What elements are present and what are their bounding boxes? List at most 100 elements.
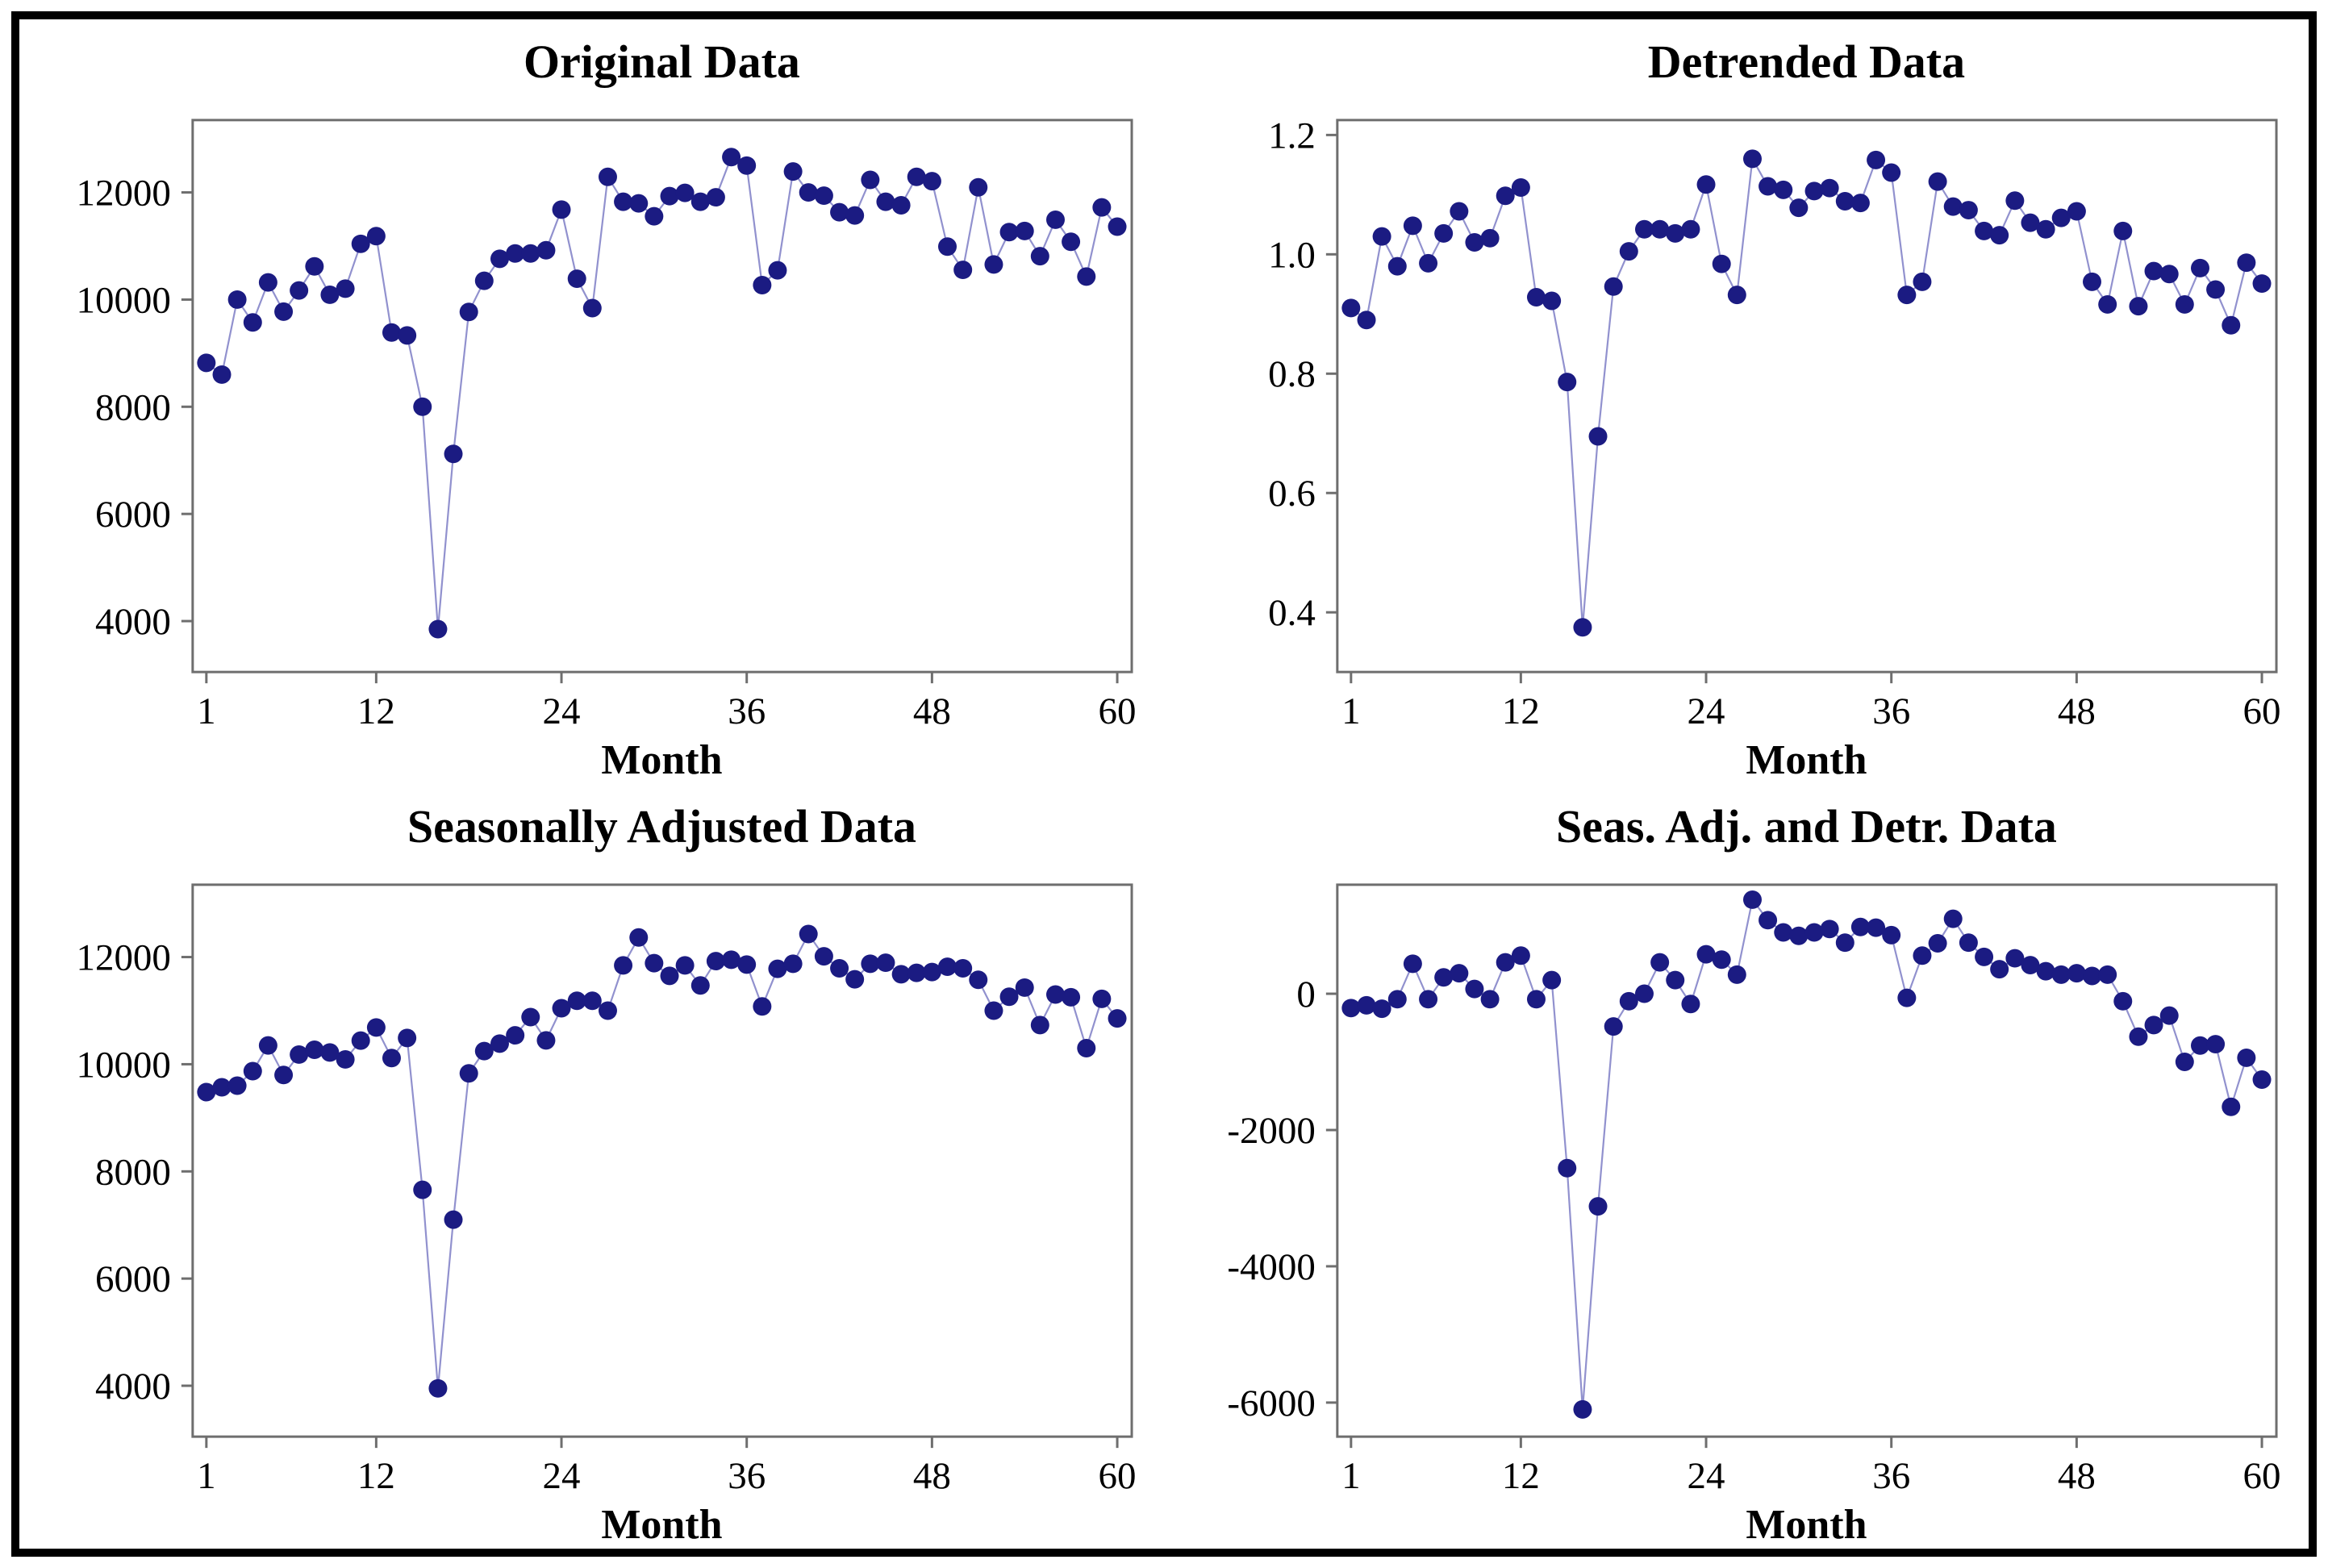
data-point bbox=[1419, 253, 1438, 273]
data-point bbox=[1357, 995, 1376, 1015]
data-point bbox=[1372, 227, 1391, 246]
panel-seasonally-adjusted-data: 4000 6000 8000 10000 12000 1 12 24 36 48 60 Seasona… bbox=[19, 784, 1164, 1549]
x-tick-label: 12 bbox=[1502, 1455, 1540, 1497]
data-point bbox=[2191, 258, 2209, 277]
data-point bbox=[444, 1210, 463, 1229]
data-point bbox=[428, 619, 448, 639]
data-point bbox=[1480, 228, 1500, 248]
data-point bbox=[614, 956, 633, 975]
y-tick-label: 6000 bbox=[95, 494, 171, 536]
y-tick-label: 8000 bbox=[95, 1151, 171, 1193]
data-point bbox=[243, 313, 262, 332]
data-point bbox=[2175, 294, 2194, 314]
data-point bbox=[1789, 198, 1809, 218]
chart-title: Seas. Adj. and Detr. Data bbox=[1556, 800, 2057, 853]
data-point bbox=[2252, 1070, 2272, 1090]
data-point bbox=[1403, 216, 1422, 236]
data-point bbox=[1558, 373, 1577, 392]
data-point bbox=[1015, 978, 1034, 997]
data-point bbox=[2036, 219, 2055, 239]
data-point bbox=[1913, 272, 1932, 291]
data-point bbox=[1820, 178, 1839, 198]
data-point bbox=[1804, 181, 1824, 201]
data-point bbox=[1650, 953, 1670, 972]
data-point bbox=[459, 1064, 478, 1083]
data-point bbox=[1928, 934, 1947, 953]
data-point bbox=[722, 950, 741, 970]
data-point bbox=[1882, 163, 1901, 182]
data-point bbox=[1604, 277, 1623, 296]
chart-title: Seasonally Adjusted Data bbox=[407, 800, 916, 853]
data-point bbox=[1588, 1197, 1608, 1216]
data-point bbox=[876, 192, 895, 211]
x-tick-label: 48 bbox=[2058, 1455, 2096, 1497]
data-point bbox=[1959, 201, 1978, 220]
data-point bbox=[2113, 221, 2133, 240]
data-point bbox=[1897, 286, 1917, 305]
data-point bbox=[1650, 219, 1670, 239]
data-point bbox=[2237, 253, 2256, 273]
data-point bbox=[258, 273, 277, 292]
y-tick-label: 0.4 bbox=[1268, 592, 1316, 634]
data-point bbox=[552, 200, 571, 219]
y-tick-label: 0 bbox=[1296, 974, 1315, 1015]
data-point bbox=[1666, 970, 1685, 990]
data-point bbox=[1108, 1009, 1127, 1028]
data-point bbox=[2252, 274, 2272, 294]
data-point bbox=[1419, 990, 1438, 1009]
data-point bbox=[1913, 946, 1932, 965]
data-point bbox=[536, 1031, 556, 1050]
data-point bbox=[922, 172, 941, 191]
data-point bbox=[521, 244, 540, 263]
data-point bbox=[1943, 197, 1963, 216]
series-line bbox=[1350, 897, 2263, 1410]
data-point bbox=[1666, 223, 1685, 243]
data-point bbox=[1759, 177, 1778, 196]
data-point bbox=[2144, 1015, 2163, 1035]
panel-detrended-data: 0.4 0.6 0.8 1.0 1.2 1 12 24 36 48 60 Detrended Data… bbox=[1164, 19, 2309, 784]
data-point bbox=[2082, 966, 2101, 986]
data-point bbox=[212, 1078, 232, 1097]
data-point bbox=[2159, 265, 2179, 284]
data-point bbox=[1511, 177, 1530, 197]
data-point bbox=[2051, 965, 2071, 984]
data-point bbox=[999, 223, 1019, 242]
data-point bbox=[722, 148, 741, 167]
data-point bbox=[768, 261, 787, 280]
data-point bbox=[382, 1049, 401, 1068]
data-point bbox=[1015, 221, 1034, 240]
data-point bbox=[861, 954, 880, 974]
data-point bbox=[1077, 1038, 1096, 1057]
x-tick-label: 36 bbox=[728, 1455, 766, 1497]
data-point bbox=[645, 953, 664, 973]
data-point bbox=[1030, 1015, 1049, 1035]
data-point bbox=[366, 1018, 386, 1037]
data-point bbox=[490, 1034, 509, 1053]
y-tick-label: 12000 bbox=[77, 937, 171, 979]
data-point bbox=[1975, 947, 1994, 966]
data-point bbox=[799, 183, 818, 202]
data-point bbox=[1634, 219, 1654, 239]
data-point bbox=[274, 302, 294, 321]
x-tick-label: 60 bbox=[2243, 1455, 2281, 1497]
data-point bbox=[2098, 965, 2117, 984]
data-point bbox=[413, 397, 432, 416]
data-point bbox=[1882, 925, 1901, 945]
data-point bbox=[1820, 920, 1839, 939]
data-point bbox=[629, 928, 649, 947]
x-axis-title: Month bbox=[601, 737, 722, 783]
y-tick-label: -4000 bbox=[1227, 1246, 1316, 1288]
data-point bbox=[290, 1045, 309, 1064]
data-point bbox=[1712, 254, 1731, 273]
chart-seasonally-adjusted-data: 4000 6000 8000 10000 12000 1 12 24 36 48 60 Seasona… bbox=[77, 800, 1137, 1548]
data-point bbox=[582, 298, 602, 318]
data-point bbox=[2206, 1035, 2226, 1054]
y-tick-label: 8000 bbox=[95, 386, 171, 428]
data-point bbox=[197, 353, 216, 373]
data-point bbox=[1634, 984, 1654, 1003]
data-point bbox=[999, 987, 1019, 1007]
data-point bbox=[2191, 1036, 2209, 1055]
x-tick-label: 12 bbox=[357, 1455, 395, 1497]
data-point bbox=[953, 958, 973, 978]
data-point bbox=[737, 955, 757, 974]
